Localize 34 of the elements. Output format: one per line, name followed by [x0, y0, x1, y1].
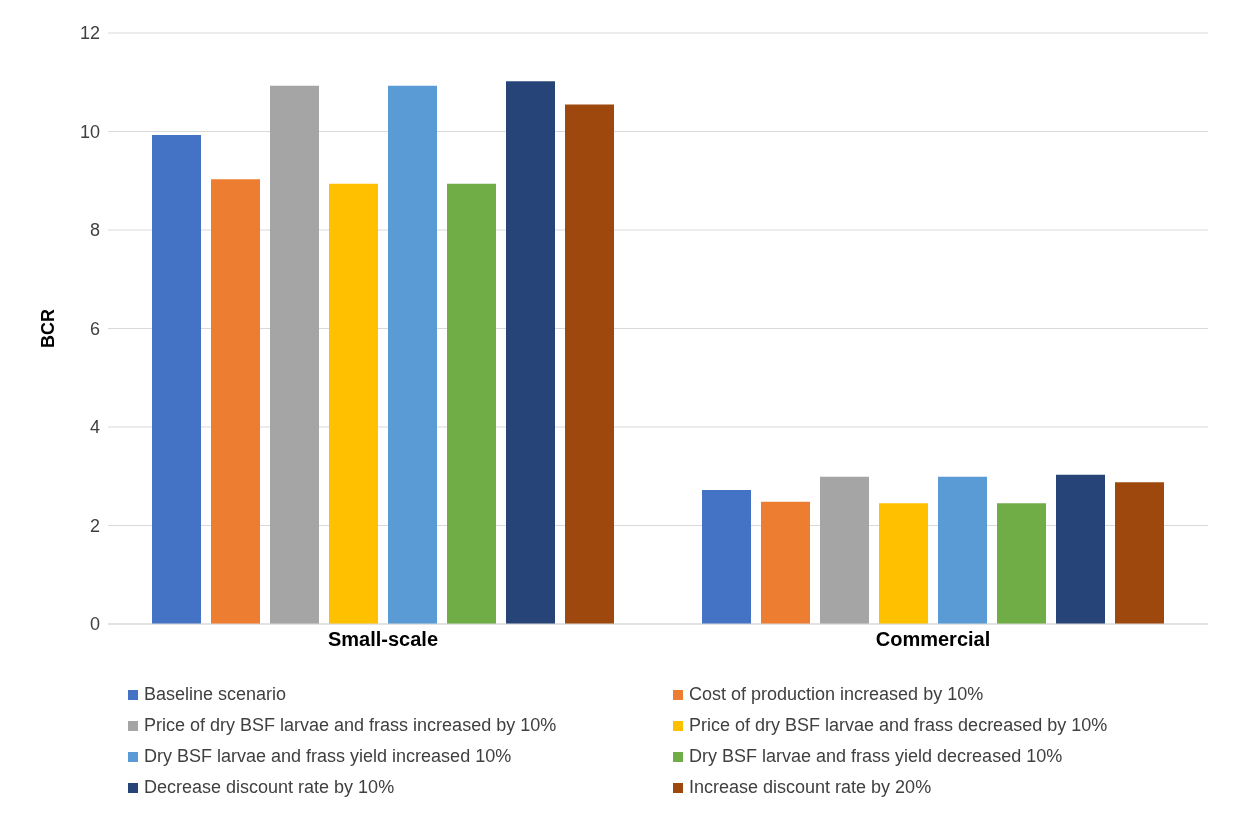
x-tick-label: Commercial	[875, 628, 991, 651]
bar	[152, 134, 201, 624]
bar	[879, 503, 928, 624]
bar	[329, 183, 378, 624]
y-axis-title: BCR	[38, 309, 59, 348]
bar	[820, 476, 869, 624]
bar	[702, 490, 751, 624]
bar	[1056, 474, 1105, 624]
legend-label: Decrease discount rate by 10%	[144, 777, 395, 798]
bar	[388, 85, 437, 624]
legend-label: Dry BSF larvae and frass yield increased 10%	[144, 746, 512, 767]
legend-label: Price of dry BSF larvae and frass decreased by 10%	[689, 715, 1108, 736]
legend-label: Increase discount rate by 20%	[689, 777, 932, 798]
bar	[997, 503, 1046, 624]
bar	[565, 104, 614, 624]
y-tick-label: 4	[89, 417, 100, 438]
legend-label: Price of dry BSF larvae and frass increased by 10%	[144, 715, 557, 736]
y-tick-label: 10	[79, 121, 100, 142]
bar	[938, 476, 987, 624]
bar	[1115, 482, 1164, 624]
bar	[270, 85, 319, 624]
y-tick-label: 6	[89, 318, 100, 339]
legend-label: Baseline scenario	[144, 684, 287, 705]
y-tick-label: 12	[79, 23, 100, 44]
bar	[506, 81, 555, 624]
y-tick-label: 2	[89, 515, 100, 536]
x-tick-label: Small-scale	[327, 628, 439, 651]
y-tick-label: 8	[89, 220, 100, 241]
y-tick-label: 0	[89, 614, 100, 635]
legend-label: Cost of production increased by 10%	[689, 684, 984, 705]
bar	[447, 183, 496, 624]
legend-label: Dry BSF larvae and frass yield decreased 10%	[689, 746, 1063, 767]
bar	[211, 179, 260, 624]
bar	[761, 501, 810, 624]
